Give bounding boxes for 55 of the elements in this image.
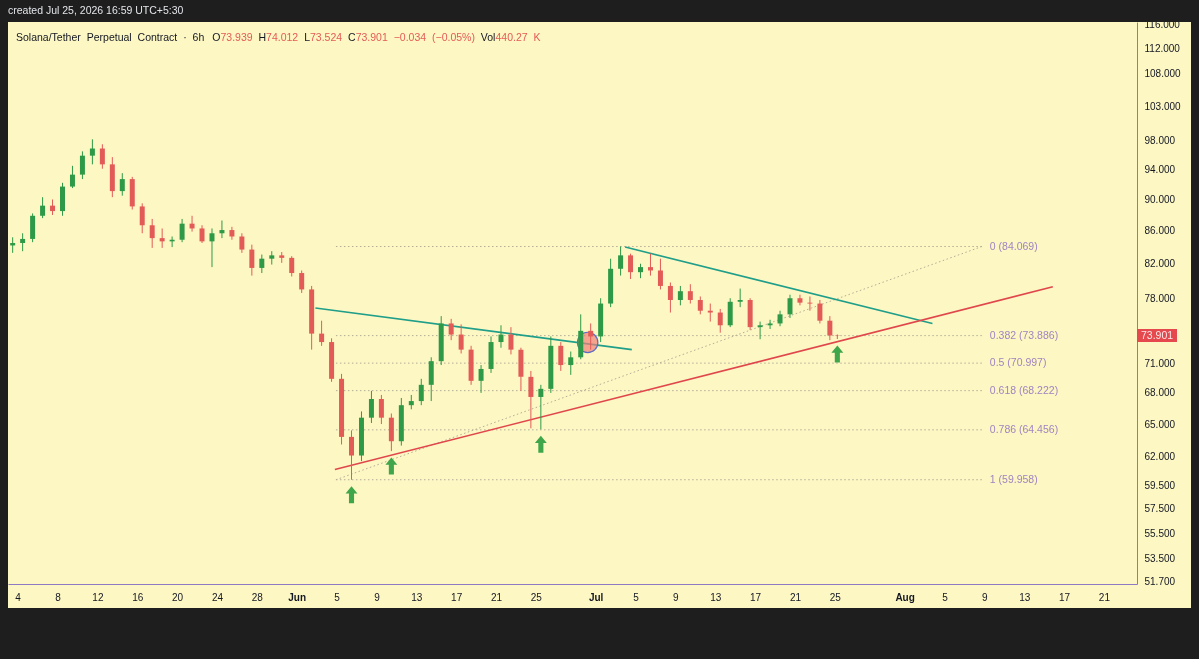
x-tick-label: 21 xyxy=(490,591,503,603)
y-tick-label: 94.000 xyxy=(1144,163,1176,175)
x-tick-label: 9 xyxy=(374,591,381,603)
x-tick-label: 5 xyxy=(942,591,949,603)
x-tick-label: 12 xyxy=(92,591,104,603)
x-tick-label: 9 xyxy=(673,591,680,603)
annotation: 0.382 (73.886) xyxy=(989,328,1059,341)
x-tick-label: Jun xyxy=(288,591,307,603)
x-tick-label: Jul xyxy=(588,591,604,603)
y-tick-label: 82.000 xyxy=(1144,258,1176,270)
x-tick-label: 13 xyxy=(1019,591,1031,603)
y-tick-label: 98.000 xyxy=(1144,135,1176,147)
y-tick-label: 108.000 xyxy=(1144,68,1182,80)
y-tick-label: 51.700 xyxy=(1144,576,1176,588)
y-tick-label: 59.500 xyxy=(1144,479,1176,491)
x-tick-label: 13 xyxy=(411,591,423,603)
y-tick-label: 103.000 xyxy=(1144,100,1182,112)
annotation: 73.901 xyxy=(1137,328,1178,342)
x-tick-label: 21 xyxy=(1098,591,1111,603)
x-tick-label: 5 xyxy=(633,591,640,603)
text: O73.939 H74.012 L73.524 C73.901 −0.034 (−0.05%) Vol440.27 K xyxy=(212,31,541,43)
x-tick-label: 25 xyxy=(829,591,842,603)
x-tick-label: 16 xyxy=(132,591,144,603)
annotation: 0.618 (68.222) xyxy=(989,383,1059,396)
y-tick-label: 112.000 xyxy=(1144,43,1181,55)
x-tick-label: 21 xyxy=(789,591,802,603)
x-tick-label: 8 xyxy=(55,591,62,603)
y-tick-label: 78.000 xyxy=(1144,292,1176,304)
x-tick-label: 17 xyxy=(451,591,463,603)
x-tick-label: 9 xyxy=(982,591,989,603)
y-tick-label: 68.000 xyxy=(1144,387,1176,399)
annotation: 0.5 (70.997) xyxy=(989,356,1047,369)
y-tick-label: 90.000 xyxy=(1144,193,1176,205)
y-tick-label: 53.500 xyxy=(1144,552,1176,564)
y-tick-label: 65.000 xyxy=(1144,418,1176,430)
x-tick-label: 28 xyxy=(251,591,264,603)
annotation: 0 (84.069) xyxy=(989,239,1038,252)
text: Solana/Tether Perpetual Contract · 6h xyxy=(16,31,205,43)
text: created Jul 25, 2026 16:59 UTC+5:30 xyxy=(8,4,184,16)
y-tick-label: 57.500 xyxy=(1144,503,1176,515)
annotation: 1 (59.958) xyxy=(989,472,1038,485)
x-tick-label: 20 xyxy=(172,591,184,603)
x-tick-label: 25 xyxy=(530,591,543,603)
x-tick-label: 17 xyxy=(750,591,762,603)
x-tick-label: 13 xyxy=(710,591,722,603)
x-tick-label: 17 xyxy=(1058,591,1071,603)
x-tick-label: 5 xyxy=(334,591,341,603)
x-tick-label: 24 xyxy=(211,591,224,603)
y-tick-label: 71.000 xyxy=(1144,357,1176,369)
annotation: 0.786 (64.456) xyxy=(989,422,1059,435)
y-tick-label: 62.000 xyxy=(1144,451,1176,463)
x-tick-label: Aug xyxy=(895,591,915,603)
x-tick-label: 4 xyxy=(15,591,22,603)
y-tick-label: 55.500 xyxy=(1144,527,1176,539)
y-tick-label: 86.000 xyxy=(1144,225,1176,237)
